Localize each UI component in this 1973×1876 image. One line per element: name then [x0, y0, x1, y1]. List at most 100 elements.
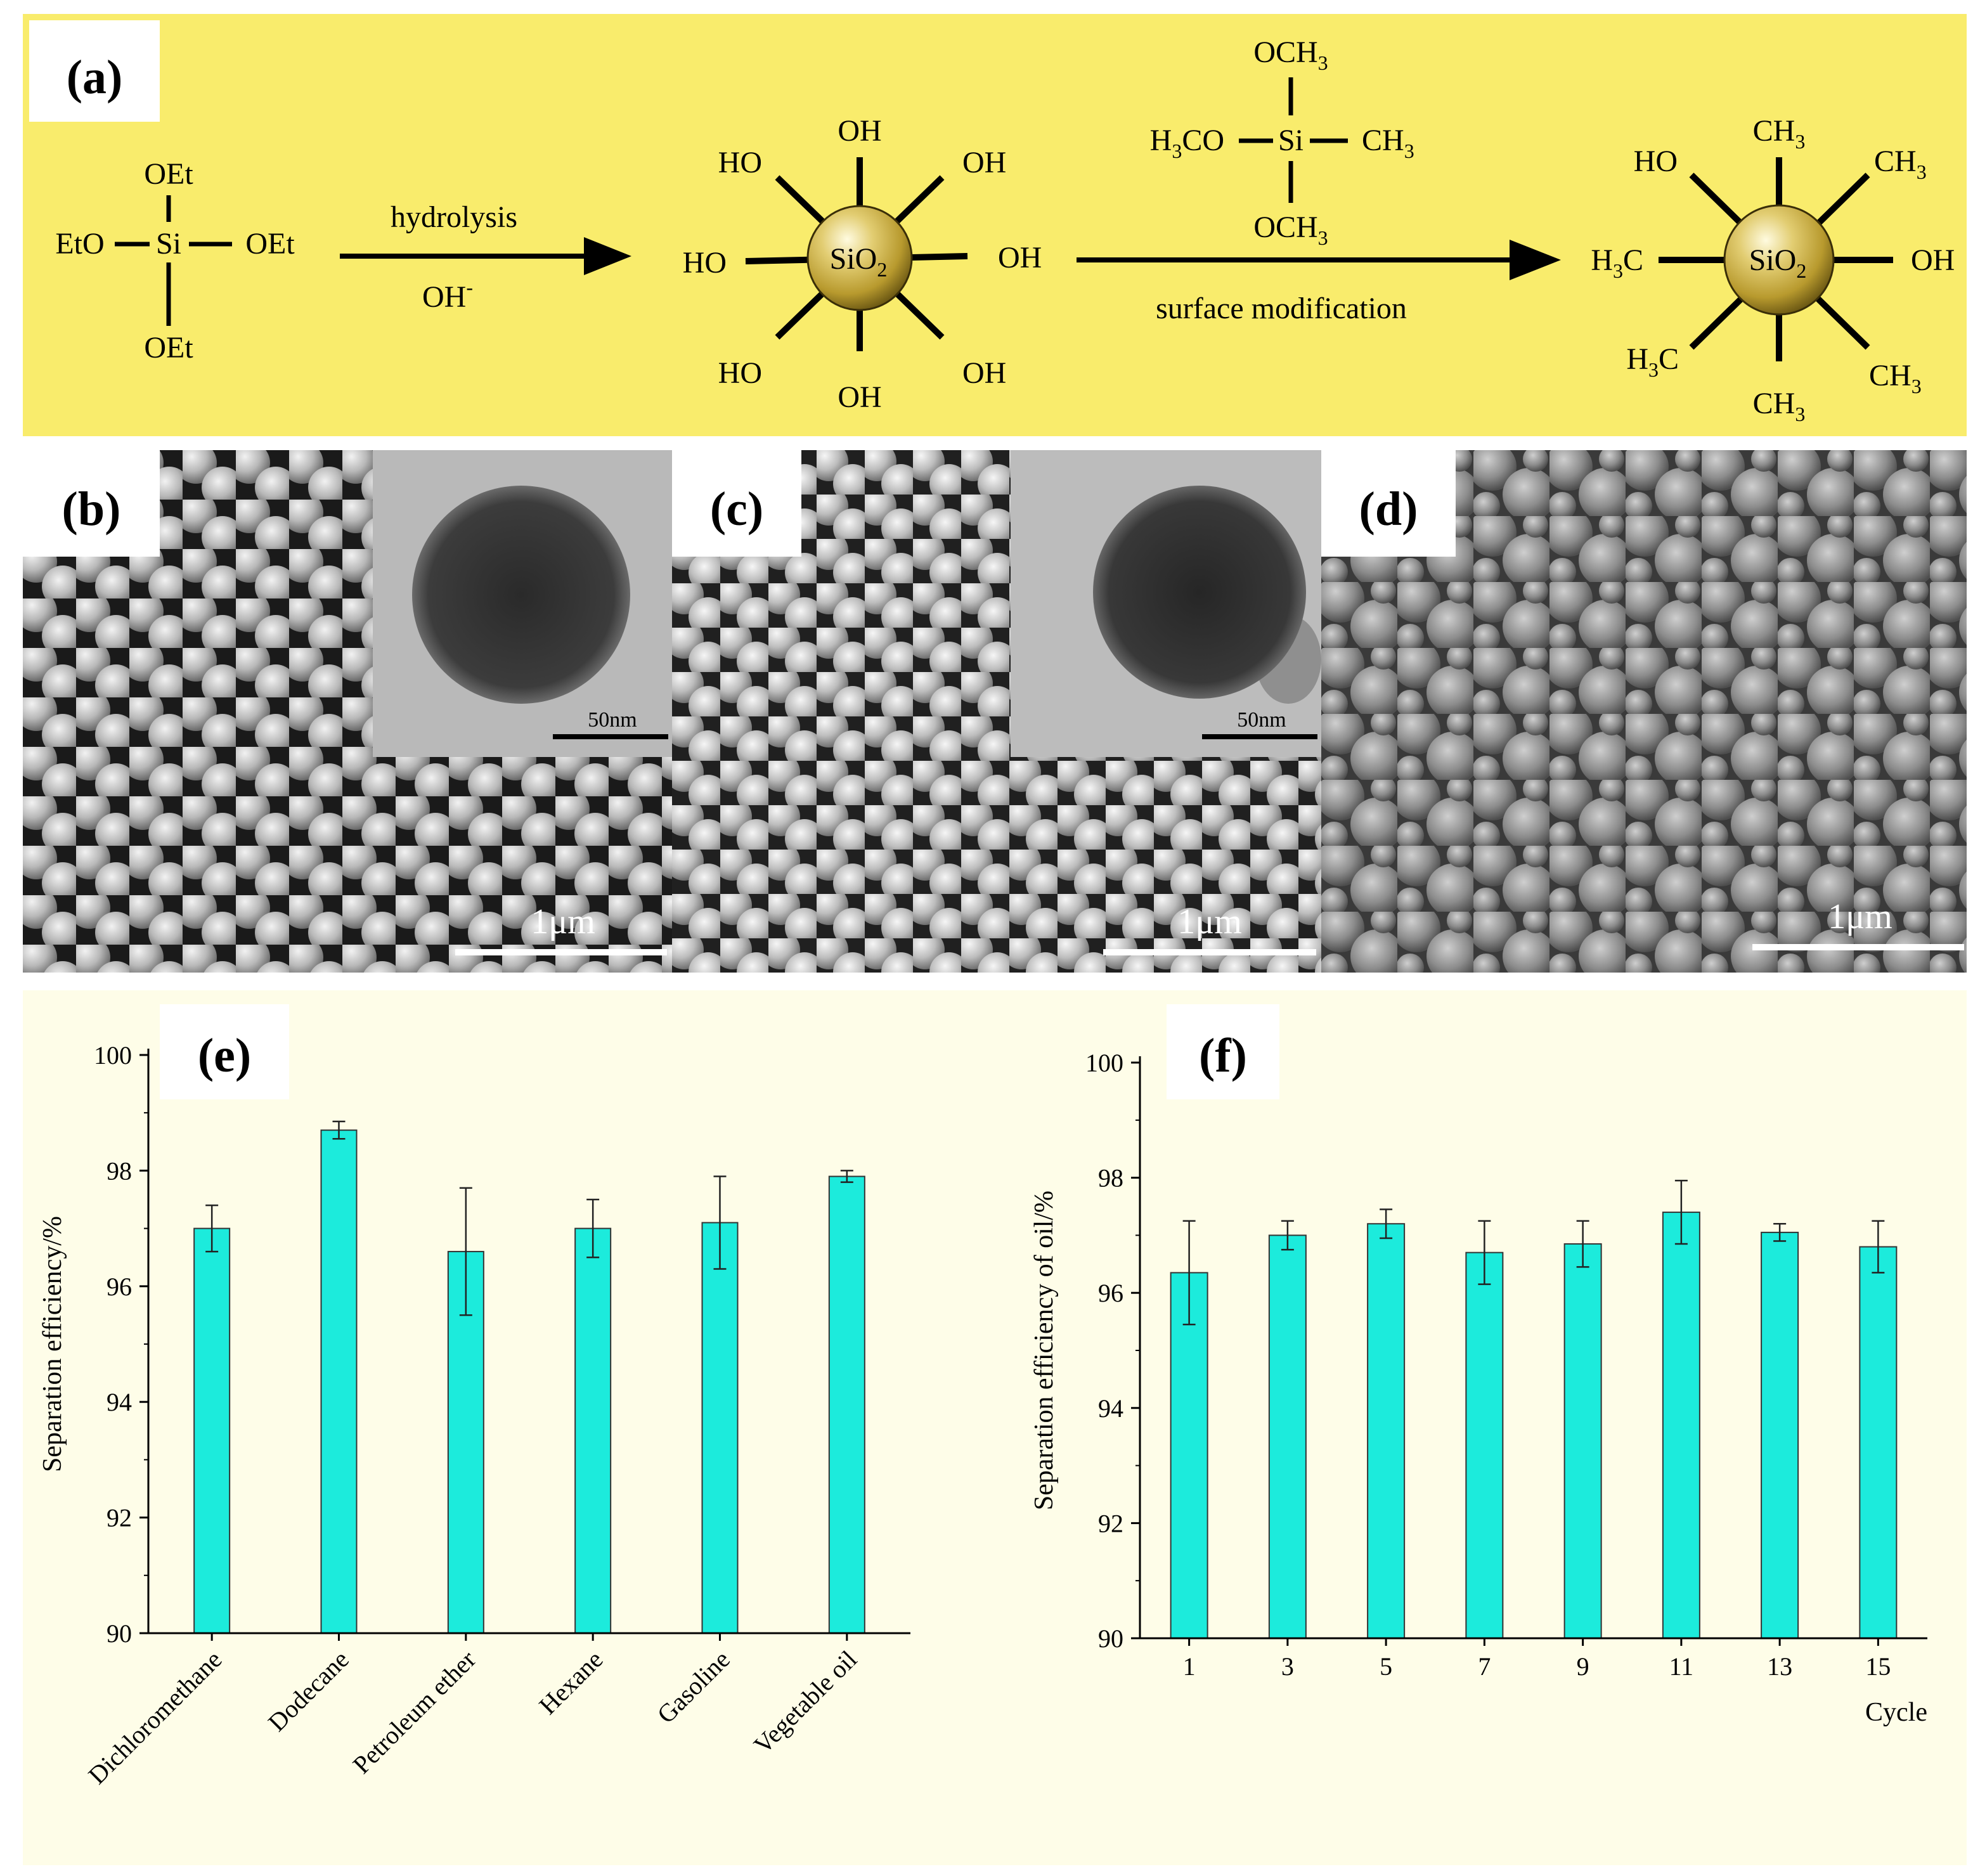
- p2-group-bottom: CH3: [1753, 387, 1806, 425]
- p2-core-label: SiO2: [1749, 243, 1807, 282]
- panel-a-scheme: (a) Si OEt OEt EtO OEt hydrolysis OH- Si…: [23, 14, 1967, 436]
- bar: [1465, 1252, 1504, 1639]
- panel-ef-charts: (e) 90 92 94 96 98 100 Dichloromethane Dodecane P…: [23, 990, 1967, 1865]
- panel-label: (e): [198, 1029, 251, 1082]
- reagent-top-group: OCH3: [1253, 36, 1328, 74]
- y-tick-label: 94: [1098, 1394, 1123, 1423]
- tem-inset-c: 50nm: [1011, 450, 1321, 757]
- tem-c-particle: [1093, 486, 1306, 699]
- x-tick-label: 7: [1478, 1652, 1491, 1681]
- bar: [1268, 1234, 1307, 1639]
- sem-image-c: (c) 50nm 1μm: [672, 450, 1321, 973]
- y-tick-label: 92: [1098, 1509, 1123, 1537]
- sem-c-scale-label: 1μm: [1177, 902, 1242, 941]
- arrow1-label-hydrolysis: hydrolysis: [391, 200, 517, 234]
- panel-label-b: (b): [62, 482, 121, 536]
- panel-c-sem: (c) 50nm 1μm: [672, 450, 1321, 973]
- x-tick-label: 5: [1380, 1652, 1392, 1681]
- bar: [193, 1227, 231, 1634]
- sem-image-b: (b) 50nm 1μm: [23, 450, 672, 973]
- x-tick-label: 3: [1281, 1652, 1294, 1681]
- y-tick-label: 90: [1098, 1624, 1123, 1653]
- p1-sphere: [806, 205, 913, 311]
- p2-group-bottom-left: H3C: [1626, 342, 1679, 381]
- bar: [1170, 1272, 1208, 1640]
- y-tick-label: 94: [107, 1388, 132, 1416]
- panel-b-sem: (b) 50nm 1μm: [23, 450, 672, 973]
- panel-label-a: (a): [67, 51, 123, 104]
- x-tick-label: 11: [1669, 1652, 1694, 1681]
- x-tick-label: 15: [1865, 1652, 1891, 1681]
- tem-b-scale-label: 50nm: [588, 708, 637, 732]
- y-tick-label: 96: [107, 1272, 132, 1301]
- p1-group-top-left: HO: [718, 146, 762, 179]
- sem-b-scale-label: 1μm: [531, 902, 595, 941]
- p2-group-right: OH: [1911, 243, 1955, 277]
- p2-group-left: H3C: [1591, 243, 1643, 282]
- p2-group-bottom-right: CH3: [1869, 359, 1922, 398]
- hydrolysis-arrow: hydrolysis OH-: [340, 200, 631, 314]
- y-axis-label: Separation efficiency/%: [38, 1216, 67, 1472]
- bar: [1859, 1246, 1898, 1639]
- tem-b-particle: [412, 486, 630, 704]
- label-box-d: [1321, 450, 1456, 557]
- p2-group-top-left: HO: [1634, 145, 1678, 178]
- label-box-a: [29, 20, 160, 122]
- y-tick-label: 100: [1085, 1049, 1123, 1077]
- x-tick-label: 1: [1183, 1652, 1196, 1681]
- bar: [1367, 1223, 1406, 1639]
- label-box-0: [160, 1004, 289, 1099]
- y-tick-label: 96: [1098, 1279, 1123, 1307]
- reagent-right-group: CH3: [1362, 124, 1414, 162]
- methyltrimethoxysilane: Si OCH3 OCH3 H3CO CH3: [1150, 36, 1414, 249]
- p1-group-bottom-right: OH: [962, 356, 1006, 390]
- y-axis-label: Separation efficiency of oil/%: [1030, 1191, 1059, 1510]
- p1-core-label: SiO2: [830, 242, 888, 281]
- p1-group-bottom-left: HO: [718, 356, 762, 390]
- arrow2-label: surface modification: [1156, 292, 1407, 325]
- y-tick-label: 98: [1098, 1164, 1123, 1193]
- silica-particle-hydroxyl: SiO2 OH OH OH OH OH HO HO HO: [683, 114, 1042, 414]
- bar: [828, 1175, 865, 1634]
- silica-particle-methylated: SiO2 CH3 CH3 OH CH3 CH3 H3C H3C HO: [1591, 114, 1955, 425]
- bar: [1563, 1243, 1602, 1639]
- reagent-bottom-group: OCH3: [1253, 210, 1328, 249]
- arrow2-head: [1510, 240, 1561, 280]
- bar: [1662, 1212, 1700, 1639]
- teos-bottom-group: OEt: [144, 331, 193, 365]
- teos-left-group: EtO: [55, 227, 104, 261]
- x-axis-label: Cycle: [1865, 1698, 1927, 1727]
- panel-label-d: (d): [1359, 482, 1418, 536]
- p1-group-right: OH: [998, 241, 1042, 275]
- arrow1-label-oh: OH-: [422, 276, 473, 314]
- panel-label: (f): [1199, 1029, 1247, 1082]
- bar: [574, 1227, 612, 1634]
- reaction-scheme-svg: (a) Si OEt OEt EtO OEt hydrolysis OH- Si…: [23, 14, 1967, 436]
- p2-group-top: CH3: [1753, 114, 1806, 153]
- arrow1-head: [584, 237, 631, 275]
- y-tick-label: 100: [94, 1041, 132, 1070]
- tem-inset-b: 50nm: [373, 450, 672, 757]
- p1-group-bottom: OH: [838, 380, 881, 414]
- y-tick-label: 92: [107, 1504, 132, 1532]
- reagent-left-group: H3CO: [1150, 124, 1224, 162]
- bar: [701, 1222, 739, 1634]
- y-tick-label: 98: [107, 1156, 132, 1185]
- reagent-si: Si: [1278, 124, 1303, 157]
- sem-d-scale-label: 1μm: [1828, 897, 1892, 936]
- panel-d-sem: (d) 1μm: [1321, 450, 1967, 973]
- modification-arrow: surface modification: [1077, 240, 1561, 325]
- scheme-background: [23, 14, 1967, 436]
- label-box-1: [1167, 1004, 1279, 1099]
- tem-c-scale-label: 50nm: [1237, 708, 1286, 732]
- teos-si: Si: [156, 227, 181, 261]
- p2-sphere: [1723, 204, 1835, 316]
- sem-image-d: (d) 1μm: [1321, 450, 1967, 973]
- label-box-c: [672, 450, 801, 557]
- p1-group-left: HO: [683, 246, 727, 280]
- label-box-b: [23, 450, 160, 557]
- p2-group-top-right: CH3: [1874, 145, 1927, 183]
- p1-group-top-right: OH: [962, 146, 1006, 179]
